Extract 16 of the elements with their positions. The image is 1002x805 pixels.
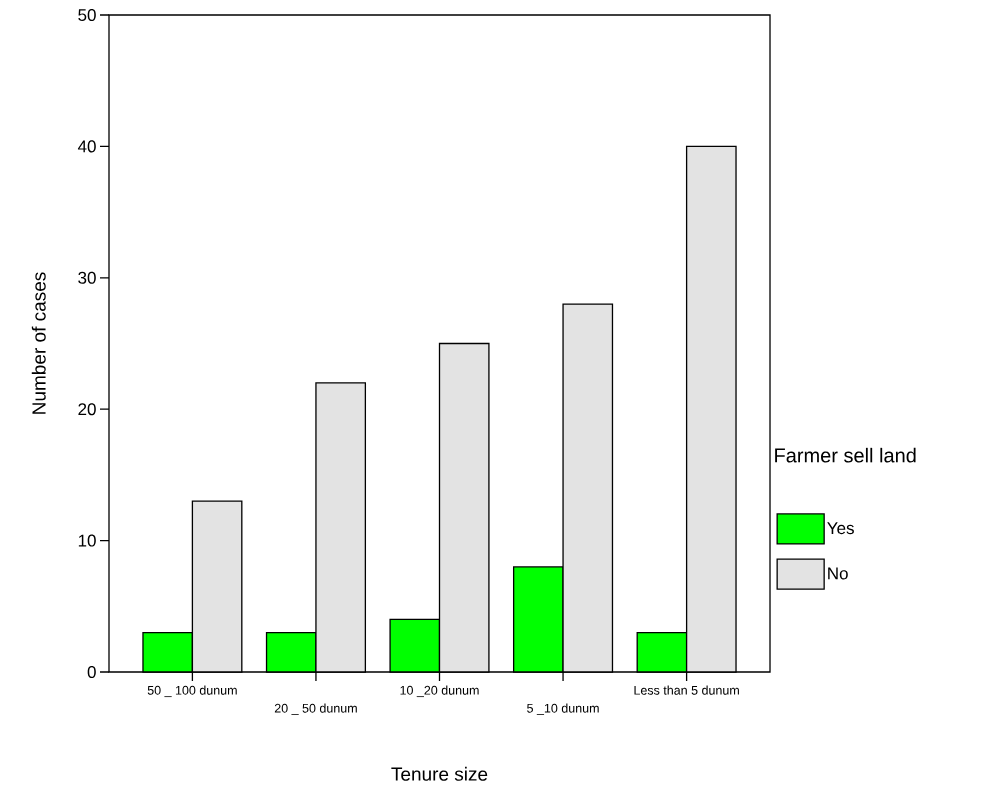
x-tick-label: 5 _10 dunum <box>527 703 599 716</box>
y-axis-title: Number of cases <box>31 272 46 414</box>
y-tick-label: 30 <box>78 271 96 284</box>
legend-title: Farmer sell land <box>775 447 916 463</box>
x-tick-label: 50 _ 100 dunum <box>147 685 237 698</box>
legend-label: Yes <box>827 522 854 535</box>
y-tick-label: 20 <box>78 403 96 416</box>
x-tick-label: 10 _20 dunum <box>400 685 479 698</box>
y-tick-label: 0 <box>87 665 96 679</box>
y-tick-label: 40 <box>77 140 96 153</box>
y-tick-label: 50 <box>78 8 96 22</box>
x-axis-title: Tenure size <box>391 766 488 781</box>
y-tick-label: 10 <box>78 534 96 547</box>
x-tick-label: 20 _ 50 dunum <box>274 703 357 716</box>
x-tick-label: Less than 5 dunum <box>634 685 739 695</box>
legend-label: No <box>828 567 848 580</box>
